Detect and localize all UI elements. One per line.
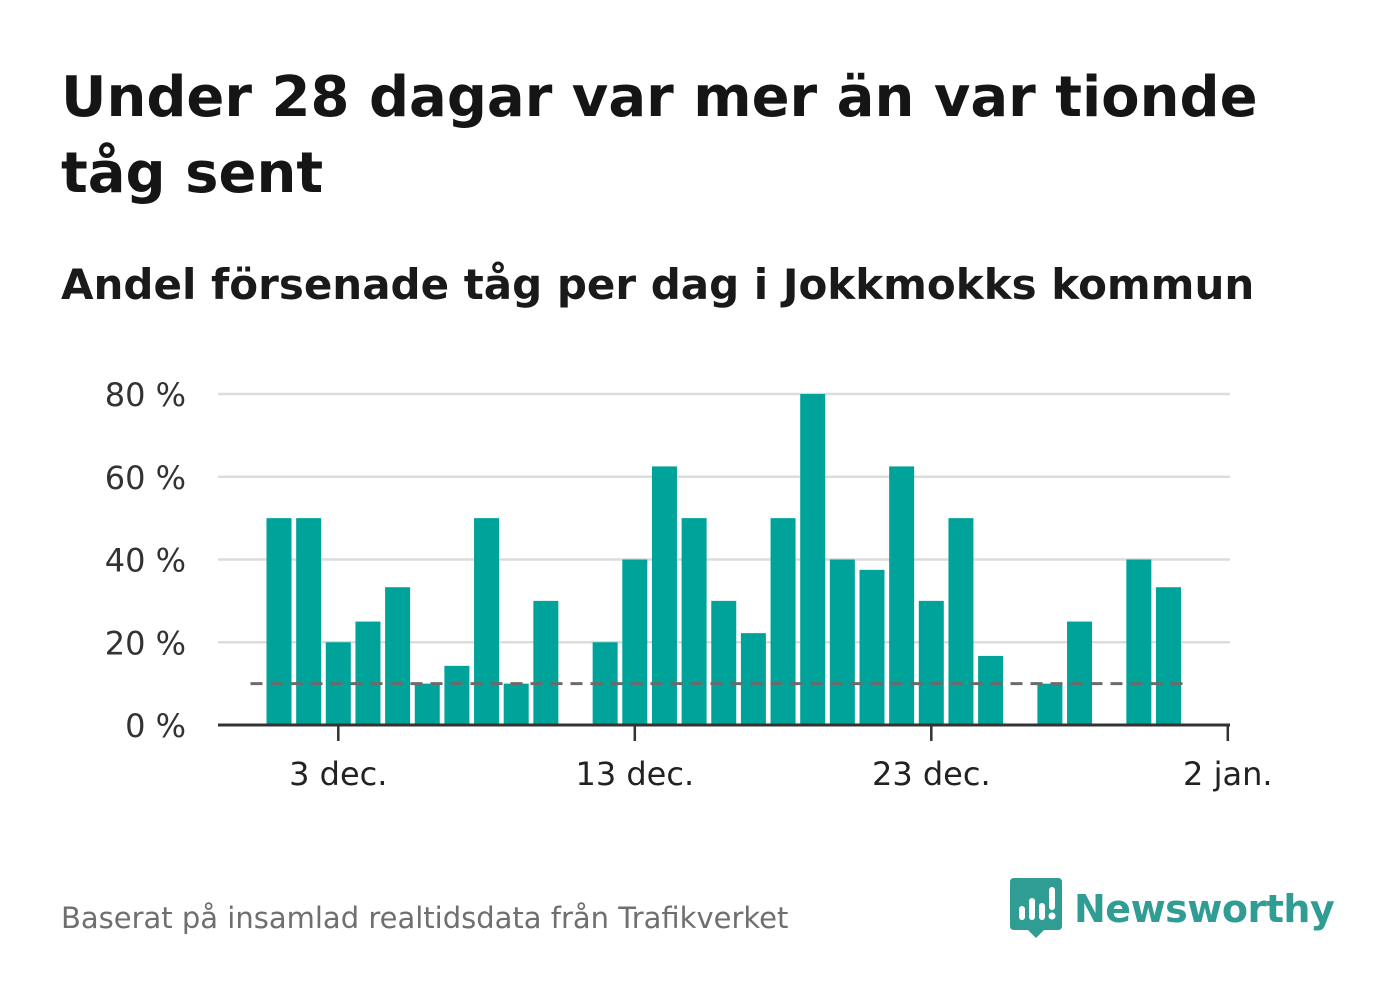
y-tick-label: 0 % bbox=[125, 707, 186, 745]
y-tick-label: 60 % bbox=[105, 459, 186, 497]
bar bbox=[355, 621, 381, 725]
bar bbox=[266, 518, 292, 725]
y-tick-label: 20 % bbox=[105, 624, 186, 662]
bar bbox=[651, 466, 677, 725]
axes: 0 % 20 % 40 % 60 % 80 % 3 dec. 13 dec. 23 dec. 2… bbox=[105, 376, 1273, 793]
bar bbox=[829, 559, 855, 725]
bar-chart: 0 % 20 % 40 % 60 % 80 % 3 dec. 13 dec. 23 dec. 2… bbox=[105, 376, 1273, 793]
bar bbox=[474, 518, 500, 725]
y-tick-label: 80 % bbox=[105, 376, 186, 414]
bar bbox=[1037, 683, 1063, 725]
bar bbox=[889, 466, 915, 725]
bar bbox=[740, 633, 766, 725]
bar bbox=[918, 600, 944, 725]
bar bbox=[711, 600, 737, 725]
bar bbox=[1067, 621, 1093, 725]
brand-logo: Newsworthy bbox=[1010, 878, 1335, 940]
x-tick-label: 2 jan. bbox=[1183, 755, 1272, 793]
bar bbox=[978, 655, 1004, 725]
x-tick-label: 23 dec. bbox=[872, 755, 991, 793]
x-tick-label: 3 dec. bbox=[289, 755, 387, 793]
bar bbox=[414, 683, 440, 725]
bar bbox=[296, 518, 322, 725]
bars bbox=[266, 394, 1181, 725]
chart-title: Under 28 dagar var mer än var tionde tåg… bbox=[61, 65, 1258, 206]
bar bbox=[948, 518, 974, 725]
bar bbox=[533, 600, 559, 725]
bar bbox=[503, 683, 529, 725]
chart-subtitle: Andel försenade tåg per dag i Jokkmokks … bbox=[61, 260, 1255, 309]
bar bbox=[1126, 559, 1152, 725]
bar bbox=[385, 587, 411, 725]
bar bbox=[859, 569, 885, 725]
bar bbox=[444, 665, 470, 725]
x-tick-label: 13 dec. bbox=[575, 755, 694, 793]
bar bbox=[681, 518, 707, 725]
y-tick-label: 40 % bbox=[105, 542, 186, 580]
bar bbox=[622, 559, 648, 725]
bar bbox=[800, 394, 826, 725]
bar bbox=[770, 518, 796, 725]
brand-name: Newsworthy bbox=[1074, 887, 1335, 931]
source-note: Baserat på insamlad realtidsdata från Tr… bbox=[61, 901, 789, 935]
newsworthy-logo-icon bbox=[1010, 878, 1062, 938]
bar bbox=[1156, 587, 1181, 725]
